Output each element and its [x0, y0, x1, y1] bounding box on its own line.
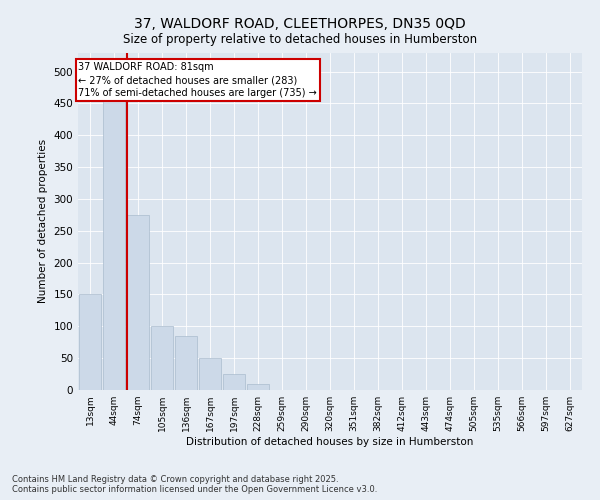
Bar	[223, 374, 245, 390]
Text: Size of property relative to detached houses in Humberston: Size of property relative to detached ho…	[123, 32, 477, 46]
Bar	[103, 90, 125, 390]
Bar	[79, 294, 101, 390]
X-axis label: Distribution of detached houses by size in Humberston: Distribution of detached houses by size …	[187, 437, 473, 447]
Text: 37, WALDORF ROAD, CLEETHORPES, DN35 0QD: 37, WALDORF ROAD, CLEETHORPES, DN35 0QD	[134, 18, 466, 32]
Bar	[151, 326, 173, 390]
Text: 37 WALDORF ROAD: 81sqm
← 27% of detached houses are smaller (283)
71% of semi-de: 37 WALDORF ROAD: 81sqm ← 27% of detached…	[79, 62, 317, 98]
Text: Contains HM Land Registry data © Crown copyright and database right 2025.
Contai: Contains HM Land Registry data © Crown c…	[12, 474, 377, 494]
Bar	[247, 384, 269, 390]
Bar	[199, 358, 221, 390]
Y-axis label: Number of detached properties: Number of detached properties	[38, 139, 48, 304]
Bar	[175, 336, 197, 390]
Bar	[127, 215, 149, 390]
